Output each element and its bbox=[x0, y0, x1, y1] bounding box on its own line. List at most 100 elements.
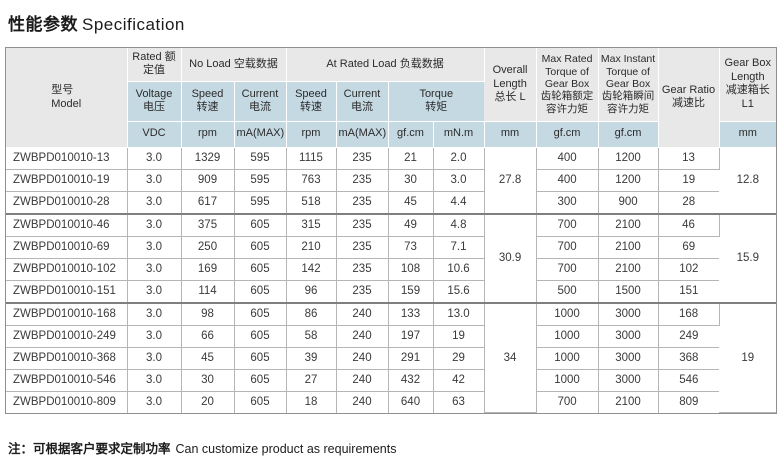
rated-speed-cell: 142 bbox=[286, 258, 337, 281]
max-instant-torque-cell: 3000 bbox=[598, 347, 659, 370]
spec-table-frame: 型号 Model Rated 额定值 No Load 空载数据 At Rated … bbox=[5, 47, 778, 414]
model-cell: ZWBPD010010-546 bbox=[6, 369, 128, 392]
gear-ratio-cell: 368 bbox=[658, 347, 720, 370]
torque-mnm-cell: 42 bbox=[433, 369, 485, 392]
unit-rl-rpm: rpm bbox=[286, 121, 337, 148]
no-load-current-cell: 595 bbox=[234, 169, 287, 192]
voltage-cell: 3.0 bbox=[127, 391, 182, 413]
max-instant-torque-cell: 900 bbox=[598, 191, 659, 214]
voltage-cell: 3.0 bbox=[127, 347, 182, 370]
no-load-current-cell: 605 bbox=[234, 236, 287, 259]
rated-current-cell: 240 bbox=[336, 391, 389, 413]
no-load-speed-cell: 617 bbox=[181, 191, 235, 214]
max-rated-torque-cell: 700 bbox=[536, 391, 599, 413]
unit-gbl-mm: mm bbox=[719, 121, 777, 148]
no-load-current-cell: 605 bbox=[234, 369, 287, 392]
max-instant-torque-cell: 1200 bbox=[598, 169, 659, 192]
no-load-current-cell: 605 bbox=[234, 212, 287, 237]
max-instant-torque-cell: 2100 bbox=[598, 258, 659, 281]
header-row-groups: 型号 Model Rated 额定值 No Load 空载数据 At Rated … bbox=[6, 48, 777, 148]
rated-speed-cell: 96 bbox=[286, 280, 337, 303]
rated-speed-cell: 210 bbox=[286, 236, 337, 259]
unit-mit-gfcm: gf.cm bbox=[598, 121, 659, 148]
header-at-rated-load: At Rated Load 负载数据 bbox=[286, 48, 485, 82]
voltage-cell: 3.0 bbox=[127, 369, 182, 392]
rated-speed-cell: 18 bbox=[286, 391, 337, 413]
page-title: 性能参数 Specification bbox=[8, 10, 780, 35]
gear-ratio-cell: 151 bbox=[658, 280, 720, 303]
header-model: 型号 Model bbox=[6, 48, 128, 148]
gear-ratio-cell: 102 bbox=[658, 258, 720, 281]
gear-ratio-cell: 13 bbox=[658, 147, 720, 170]
no-load-current-cell: 595 bbox=[234, 147, 287, 170]
overall-length-cell: 34 bbox=[484, 301, 537, 413]
voltage-cell: 3.0 bbox=[127, 236, 182, 259]
no-load-speed-cell: 909 bbox=[181, 169, 235, 192]
header-gear-ratio: Gear Ratio 减速比 bbox=[658, 48, 720, 148]
rated-current-cell: 235 bbox=[336, 258, 389, 281]
voltage-cell: 3.0 bbox=[127, 212, 182, 237]
no-load-current-cell: 605 bbox=[234, 301, 287, 326]
model-cell: ZWBPD010010-102 bbox=[6, 258, 128, 281]
torque-mnm-cell: 4.4 bbox=[433, 191, 485, 214]
no-load-speed-cell: 66 bbox=[181, 325, 235, 348]
header-rated: Rated 额定值 bbox=[127, 48, 182, 82]
header-max-instant-torque: Max Instant Torque of Gear Box 齿轮箱瞬间容许力矩 bbox=[598, 48, 659, 122]
unit-vdc: VDC bbox=[127, 121, 182, 148]
header-max-rated-torque: Max Rated Torque of Gear Box 齿轮箱额定容许力矩 bbox=[536, 48, 599, 122]
unit-nl-rpm: rpm bbox=[181, 121, 235, 148]
torque-mnm-cell: 3.0 bbox=[433, 169, 485, 192]
table-row: ZWBPD010010-13 3.0 1329 595 1115 235 21 … bbox=[6, 147, 777, 214]
max-instant-torque-cell: 1200 bbox=[598, 147, 659, 170]
gear-ratio-cell: 28 bbox=[658, 191, 720, 214]
max-instant-torque-cell: 2100 bbox=[598, 391, 659, 413]
voltage-cell: 3.0 bbox=[127, 258, 182, 281]
header-nl-current: Current 电流 bbox=[234, 81, 287, 122]
voltage-cell: 3.0 bbox=[127, 147, 182, 170]
gear-ratio-cell: 46 bbox=[658, 212, 720, 237]
max-rated-torque-cell: 1000 bbox=[536, 347, 599, 370]
max-rated-torque-cell: 700 bbox=[536, 236, 599, 259]
max-instant-torque-cell: 2100 bbox=[598, 212, 659, 237]
rated-current-cell: 240 bbox=[336, 325, 389, 348]
table-row: ZWBPD010010-46 3.0 375 605 315 235 49 4.… bbox=[6, 212, 777, 303]
torque-gfcm-cell: 291 bbox=[388, 347, 434, 370]
footnote: 注：可根据客户要求定制功率 Can customize product as re… bbox=[8, 438, 780, 457]
rated-speed-cell: 518 bbox=[286, 191, 337, 214]
no-load-current-cell: 605 bbox=[234, 347, 287, 370]
max-instant-torque-cell: 1500 bbox=[598, 280, 659, 303]
rated-current-cell: 235 bbox=[336, 191, 389, 214]
model-cell: ZWBPD010010-368 bbox=[6, 347, 128, 370]
header-row-units: VDC rpm mA(MAX) rpm mA(MAX) gf.cm mN.m m… bbox=[6, 121, 777, 148]
gear-ratio-cell: 69 bbox=[658, 236, 720, 259]
table-row: ZWBPD010010-809 3.0 20 605 18 240 640 63… bbox=[6, 391, 776, 413]
max-rated-torque-cell: 700 bbox=[536, 258, 599, 281]
no-load-current-cell: 595 bbox=[234, 191, 287, 214]
gear-ratio-cell: 249 bbox=[658, 325, 720, 348]
table-row: ZWBPD010010-69 3.0 250 605 210 235 73 7.… bbox=[6, 236, 776, 259]
max-rated-torque-cell: 1000 bbox=[536, 325, 599, 348]
rated-current-cell: 240 bbox=[336, 301, 389, 326]
overall-length-cell: 30.9 bbox=[484, 212, 537, 303]
table-row: ZWBPD010010-151 3.0 114 605 96 235 159 1… bbox=[6, 280, 776, 303]
spec-table: 型号 Model Rated 额定值 No Load 空载数据 At Rated … bbox=[6, 48, 777, 413]
footnote-en: Can customize product as requirements bbox=[175, 442, 397, 456]
no-load-current-cell: 605 bbox=[234, 325, 287, 348]
voltage-cell: 3.0 bbox=[127, 169, 182, 192]
rated-current-cell: 235 bbox=[336, 212, 389, 237]
header-rl-current: Current 电流 bbox=[336, 81, 389, 122]
no-load-current-cell: 605 bbox=[234, 391, 287, 413]
gearbox-length-cell: 12.8 bbox=[719, 147, 777, 214]
no-load-speed-cell: 20 bbox=[181, 391, 235, 413]
max-instant-torque-cell: 3000 bbox=[598, 325, 659, 348]
header-rl-speed: Speed 转速 bbox=[286, 81, 337, 122]
no-load-speed-cell: 169 bbox=[181, 258, 235, 281]
model-cell: ZWBPD010010-46 bbox=[6, 212, 128, 237]
unit-mnm: mN.m bbox=[433, 121, 485, 148]
rated-speed-cell: 58 bbox=[286, 325, 337, 348]
no-load-current-cell: 605 bbox=[234, 258, 287, 281]
unit-mrt-gfcm: gf.cm bbox=[536, 121, 599, 148]
rated-speed-cell: 27 bbox=[286, 369, 337, 392]
model-cell: ZWBPD010010-168 bbox=[6, 301, 128, 326]
